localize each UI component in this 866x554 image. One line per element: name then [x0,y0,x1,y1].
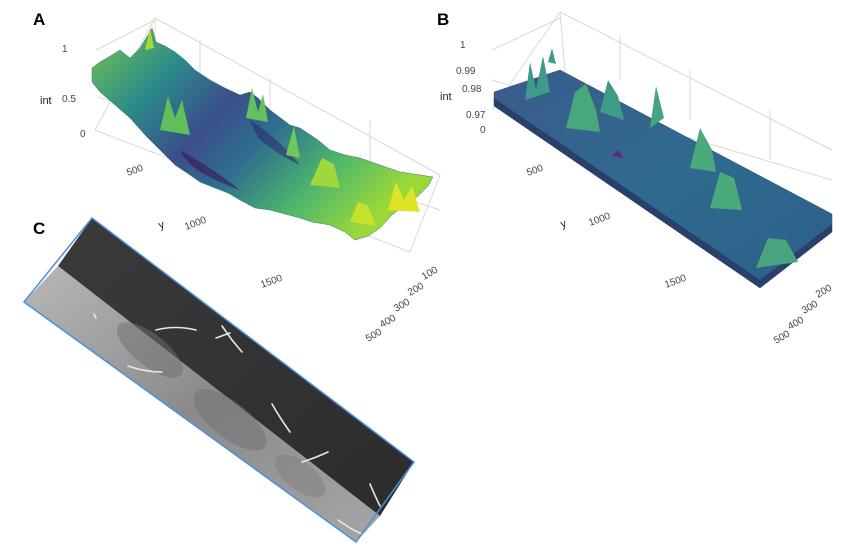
panel-a-peak [145,28,154,50]
tick-a-z: 0 [80,129,86,140]
panel-b-peak [600,80,624,120]
tick-b-x: 300 [800,299,820,317]
tick-b-x: 400 [786,315,806,333]
panel-a-peak [160,96,190,135]
panel-b-peak [650,86,664,128]
panel-b-peak [756,238,798,268]
panel-a-peak [388,182,420,212]
panel-c-frame [22,216,416,544]
tick-b-z: 0.99 [456,66,476,77]
panel-a-peak [310,158,340,188]
tick-b-z: 0 [480,125,486,136]
tick-a-x: 400 [378,313,398,331]
panel-b-edge [760,224,832,288]
panel-b-peak [710,172,742,210]
tick-b-y: 1000 [587,211,612,229]
panel-label-c: C [33,219,46,238]
panel-c-blur [116,322,184,378]
panel-a-peak [286,126,300,158]
panel-label-b: B [437,10,450,29]
panel-c-fibers [93,313,381,535]
tick-b-x: 200 [814,283,834,301]
tick-a-y: 500 [125,163,145,179]
tick-b-z: 0.97 [466,110,486,121]
panel-b-peak [525,56,550,100]
tick-a-x: 300 [392,297,412,315]
panel-b-peak [690,128,716,172]
panel-a-peak [246,88,268,122]
tick-a-y: 1000 [183,215,208,233]
panel-a-valley [180,150,240,190]
tick-b-x: 500 [772,329,792,347]
panel-b-peak [566,84,600,132]
tick-b-z: 1 [460,40,466,51]
tick-b-y: 1500 [663,273,688,291]
axis-label-b-y: y [559,217,569,230]
panel-b-plot: 1 0.99 0.98 0.97 0 int 500 1000 1500 y 2… [440,11,834,347]
tick-b-z: 0.98 [462,84,482,95]
panel-c-blur [274,454,326,498]
panel-b-peak [548,48,556,64]
panel-c-dark-region [58,218,414,516]
panel-c-image [22,216,416,544]
tick-a-x: 200 [406,281,426,299]
panel-c-blur [193,389,267,451]
tick-a-y: 1500 [259,273,284,291]
panel-a-peak [350,202,376,226]
panel-b-dip [612,150,624,158]
panel-label-a: A [33,10,46,29]
tick-a-x: 500 [364,327,384,345]
axis-label-a-y: y [157,218,167,231]
tick-a-x: 100 [420,265,440,283]
tick-a-z: 0.5 [62,94,76,105]
tick-a-z: 1 [62,44,68,55]
panel-b-edge [494,98,760,288]
tick-b-y: 500 [525,163,545,179]
panel-a-plot: 1 0.5 0 int 500 1000 1500 y 100 200 300 … [40,17,441,345]
axis-label-b-z: int [440,91,452,103]
axis-label-a-z: int [40,95,52,107]
